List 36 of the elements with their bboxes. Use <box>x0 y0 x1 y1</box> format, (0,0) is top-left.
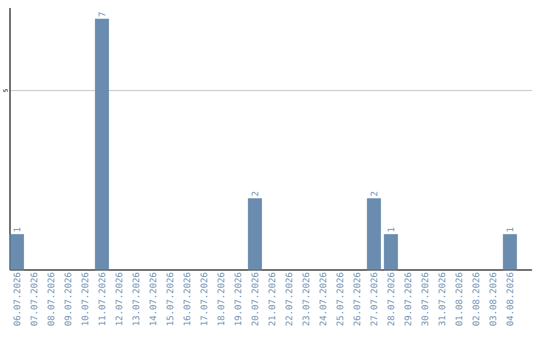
x-tick-label: 29.07.2026 <box>404 272 412 326</box>
x-tick-label: 01.08.2026 <box>456 272 462 326</box>
data-label: 1 <box>506 228 514 232</box>
x-tick-label: 31.07.2026 <box>438 272 446 326</box>
x-tick-label: 06.07.2026 <box>14 272 20 326</box>
x-tick-label: 16.07.2026 <box>184 272 190 326</box>
data-label: 2 <box>252 192 258 196</box>
x-tick-label: 21.07.2026 <box>268 272 276 326</box>
data-label: 1 <box>14 228 20 232</box>
x-tick-label: 20.07.2026 <box>252 272 258 326</box>
x-tick-label: 08.07.2026 <box>48 272 54 326</box>
x-tick-label: 03.08.2026 <box>490 272 496 326</box>
x-tick-label: 14.07.2026 <box>150 272 156 326</box>
data-label: 7 <box>98 12 106 16</box>
x-tick-label: 30.07.2026 <box>422 272 428 326</box>
data-label: 1 <box>388 228 394 232</box>
x-tick-label: 04.08.2026 <box>506 272 514 326</box>
x-tick-label: 22.07.2026 <box>286 272 292 326</box>
x-tick-label: 18.07.2026 <box>218 272 224 326</box>
x-tick-label: 28.07.2026 <box>388 272 394 326</box>
x-tick-label: 24.07.2026 <box>320 272 326 326</box>
x-tick-label: 17.07.2026 <box>200 272 208 326</box>
x-tick-label: 15.07.2026 <box>166 272 174 326</box>
x-tick-label: 26.07.2026 <box>354 272 360 326</box>
x-tick-label: 10.07.2026 <box>82 272 88 326</box>
data-label: 2 <box>370 192 378 196</box>
x-tick-label: 11.07.2026 <box>98 272 106 326</box>
x-tick-label: 23.07.2026 <box>302 272 310 326</box>
x-tick-label: 07.07.2026 <box>30 272 38 326</box>
x-tick-label: 02.08.2026 <box>472 272 480 326</box>
x-tick-label: 13.07.2026 <box>132 272 140 326</box>
x-tick-label: 09.07.2026 <box>64 272 72 326</box>
x-tick-label: 25.07.2026 <box>336 272 344 326</box>
x-tick-label: 12.07.2026 <box>116 272 122 326</box>
x-tick-label: 27.07.2026 <box>370 272 378 326</box>
x-tick-label: 19.07.2026 <box>234 272 242 326</box>
